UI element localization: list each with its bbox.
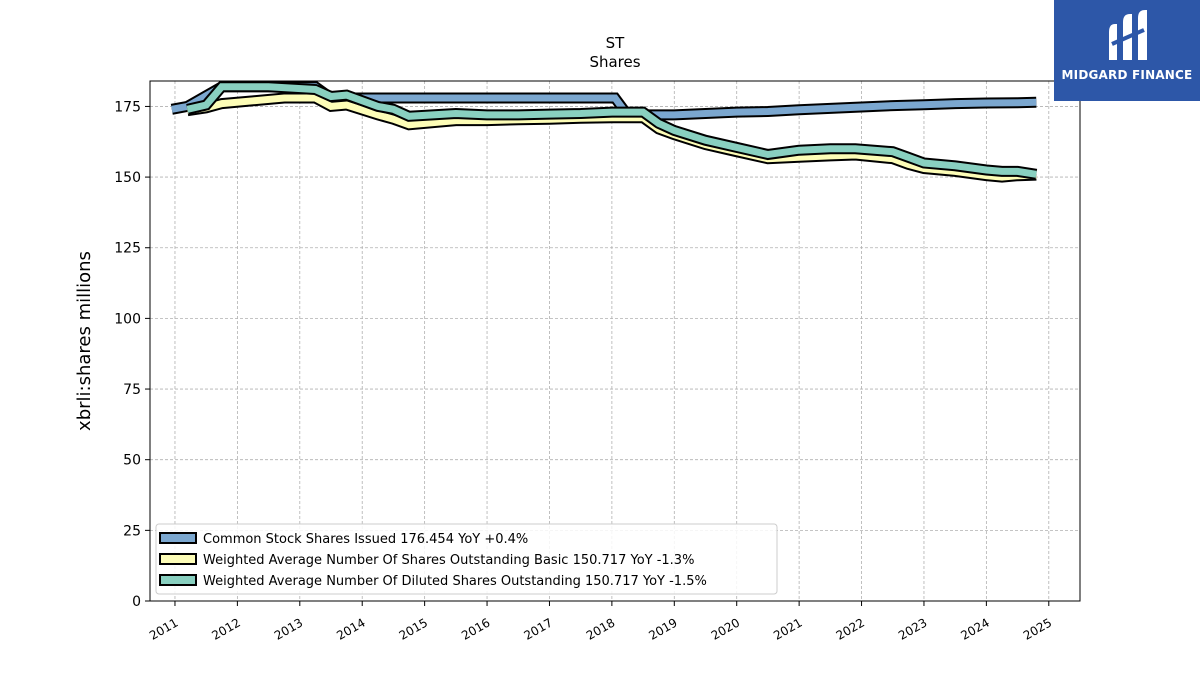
y-tick-label: 150 [114, 170, 141, 186]
y-tick-label: 175 [114, 99, 141, 115]
chart-subtitle: Shares [589, 53, 640, 71]
legend-swatch-2 [159, 553, 197, 565]
x-tick-label: 2011 [147, 615, 180, 642]
x-tick-label: 2017 [522, 615, 555, 642]
x-tick-label: 2012 [209, 615, 242, 642]
x-tick-label: 2021 [771, 615, 804, 642]
y-tick-label: 125 [114, 241, 141, 257]
y-tick-label: 75 [123, 382, 141, 398]
y-tick-label: 25 [123, 523, 141, 539]
plot-frame [149, 80, 1081, 602]
x-tick-label: 2014 [334, 615, 367, 642]
legend-swatch-1 [159, 532, 197, 544]
series-line-3 [186, 83, 1037, 178]
y-axis-label: xbrli:shares millions [74, 251, 95, 431]
y-tick-label: 100 [114, 311, 141, 327]
y-tick-label: 0 [132, 594, 141, 610]
x-tick-label: 2016 [459, 615, 492, 642]
x-tick-label: 2019 [646, 615, 679, 642]
brand-logo-text: MIDGARD FINANCE [1061, 68, 1193, 82]
x-tick-label: 2013 [272, 615, 305, 642]
legend: Common Stock Shares Issued 176.454 YoY +… [155, 523, 778, 595]
x-tick-label: 2024 [958, 615, 991, 642]
x-tick-label: 2020 [709, 615, 742, 642]
legend-box [155, 523, 778, 595]
brand-logo-icon [1109, 10, 1147, 60]
x-tick-label: 2023 [896, 615, 929, 642]
x-tick-label: 2018 [584, 615, 617, 642]
y-tick-label: 50 [123, 453, 141, 469]
legend-label-2: Weighted Average Number Of Shares Outsta… [203, 553, 694, 568]
legend-label-1: Common Stock Shares Issued 176.454 YoY +… [203, 532, 528, 547]
series-line-2 [186, 94, 1037, 181]
legend-swatch-3 [159, 574, 197, 586]
brand-logo: MIDGARD FINANCE [1054, 0, 1200, 101]
x-tick-label: 2022 [834, 615, 867, 642]
x-tick-label: 2015 [397, 615, 430, 642]
chart-title: ST [606, 34, 626, 52]
legend-label-3: Weighted Average Number Of Diluted Share… [203, 574, 707, 589]
series-layer [170, 81, 1038, 183]
x-tick-label: 2025 [1021, 615, 1054, 642]
